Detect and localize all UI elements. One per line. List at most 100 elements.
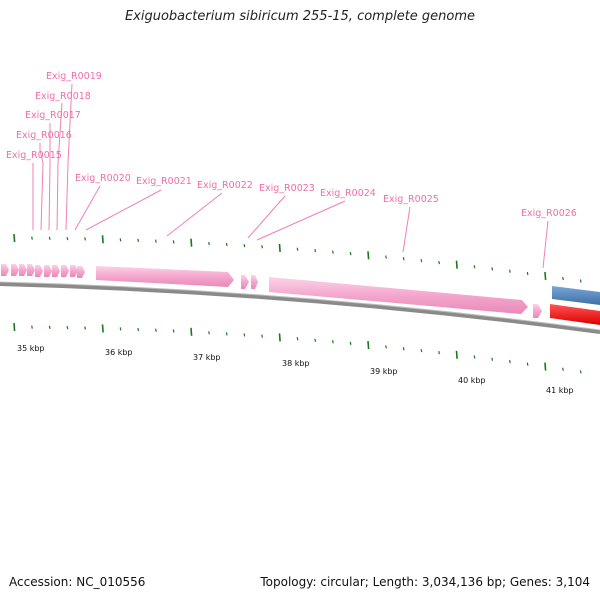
lower-tick-minor (491, 357, 494, 361)
upper-tick-major (544, 271, 547, 281)
lower-tick-minor (332, 340, 334, 344)
upper-tick-minor (48, 236, 51, 240)
rna-feature-R0021 (70, 265, 78, 277)
lower-tick-minor (119, 327, 122, 331)
lower-tick-major (101, 324, 104, 333)
upper-tick-major (455, 260, 458, 269)
upper-tick-minor (562, 276, 564, 281)
rrna-feature-1 (96, 266, 234, 287)
lower-tick-minor (172, 329, 175, 333)
rna-feature-R0016 (11, 264, 19, 276)
upper-tick-major (367, 251, 370, 260)
lower-tick-minor (261, 334, 263, 338)
upper-tick-minor (119, 238, 122, 242)
forward-gene (552, 286, 600, 305)
feature-label-R0019: Exig_R0019 (46, 71, 102, 82)
rna-feature-R0023 (241, 275, 249, 289)
upper-tick-minor (579, 279, 582, 283)
genome-backbone-shadow (0, 281, 600, 331)
lower-tick-minor (296, 337, 299, 341)
upper-tick-major (13, 233, 16, 243)
lower-tick-minor (509, 360, 511, 364)
lower-tick-minor (243, 333, 246, 337)
upper-tick-minor (243, 243, 246, 248)
scale-label-36kbp: 36 kbp (105, 348, 133, 357)
upper-tick-minor (31, 236, 33, 240)
lower-tick-major (455, 350, 458, 359)
lower-tick-minor (66, 325, 69, 330)
rna-feature-R0021b (77, 266, 85, 278)
lower-tick-minor (48, 325, 51, 329)
upper-tick-minor (261, 245, 263, 249)
upper-tick-minor (385, 255, 387, 259)
feature-label-R0021: Exig_R0021 (136, 176, 192, 187)
lower-tick-major (278, 333, 281, 342)
upper-tick-minor (332, 250, 334, 254)
rna-feature-R0017 (19, 264, 27, 276)
upper-tick-major (278, 243, 281, 253)
upper-tick-minor (296, 247, 299, 251)
lower-tick-minor (420, 349, 423, 353)
feature-label-R0022: Exig_R0022 (197, 180, 253, 191)
upper-tick-minor (438, 260, 440, 265)
upper-tick-minor (155, 239, 157, 243)
lower-tick-minor (402, 347, 405, 351)
upper-tick-minor (84, 237, 86, 241)
feature-label-R0018: Exig_R0018 (35, 91, 91, 102)
lower-tick-minor (31, 325, 33, 329)
rna-feature-R0018 (27, 264, 35, 276)
lower-tick-minor (385, 345, 387, 349)
lower-tick-minor (349, 341, 352, 345)
upper-tick-major (190, 238, 193, 247)
lower-tick-major (367, 340, 370, 350)
upper-tick-minor (137, 238, 140, 243)
lower-tick-minor (314, 338, 317, 342)
upper-tick-minor (402, 257, 405, 261)
scale-label-38kbp: 38 kbp (282, 359, 310, 368)
rna-feature-R0025 (533, 304, 542, 318)
upper-tick-minor (225, 242, 228, 247)
scale-label-41kbp: 41 kbp (546, 386, 574, 395)
lower-tick-minor (438, 351, 440, 355)
upper-tick-minor (172, 240, 175, 244)
lower-tick-major (13, 322, 16, 332)
upper-tick-minor (420, 259, 423, 263)
feature-label-R0017: Exig_R0017 (25, 110, 81, 121)
upper-tick-marks (13, 233, 582, 283)
rna-feature-R0023b (251, 275, 258, 289)
feature-label-R0025: Exig_R0025 (383, 194, 439, 205)
upper-tick-major (101, 235, 104, 244)
reverse-gene (550, 304, 600, 325)
upper-tick-minor (66, 236, 69, 241)
upper-tick-minor (314, 249, 317, 253)
lower-tick-minor (208, 331, 210, 335)
feature-label-R0020: Exig_R0020 (75, 173, 131, 184)
lower-tick-minor (137, 327, 140, 332)
feature-label-R0016: Exig_R0016 (16, 130, 72, 141)
accession-text: Accession: NC_010556 (9, 575, 146, 589)
lower-tick-minor (579, 370, 582, 374)
map-title: Exiguobacterium sibiricum 255-15, comple… (124, 9, 476, 24)
upper-tick-minor (208, 241, 210, 246)
scale-label-40kbp: 40 kbp (458, 376, 486, 385)
scale-label-37kbp: 37 kbp (193, 353, 221, 362)
topology-text: Topology: circular; Length: 3,034,136 bp… (260, 575, 590, 589)
lower-tick-minor (473, 355, 476, 359)
scale-label-35kbp: 35 kbp (17, 344, 45, 353)
lower-tick-minor (155, 328, 157, 332)
lower-tick-major (544, 362, 547, 371)
rna-feature-R0019 (35, 265, 43, 277)
lower-tick-minor (562, 367, 564, 371)
upper-tick-minor (526, 271, 529, 276)
upper-tick-minor (349, 252, 352, 256)
rrna-feature-2 (269, 277, 528, 314)
genome-backbone (0, 282, 600, 334)
lower-tick-minor (84, 326, 86, 330)
upper-tick-minor (509, 269, 511, 273)
feature-label-R0015: Exig_R0015 (6, 150, 62, 161)
lower-tick-marks (13, 322, 582, 374)
feature-label-R0023: Exig_R0023 (259, 183, 315, 194)
feature-label-R0024: Exig_R0024 (320, 188, 376, 199)
rna-feature-R0020b (61, 265, 69, 277)
